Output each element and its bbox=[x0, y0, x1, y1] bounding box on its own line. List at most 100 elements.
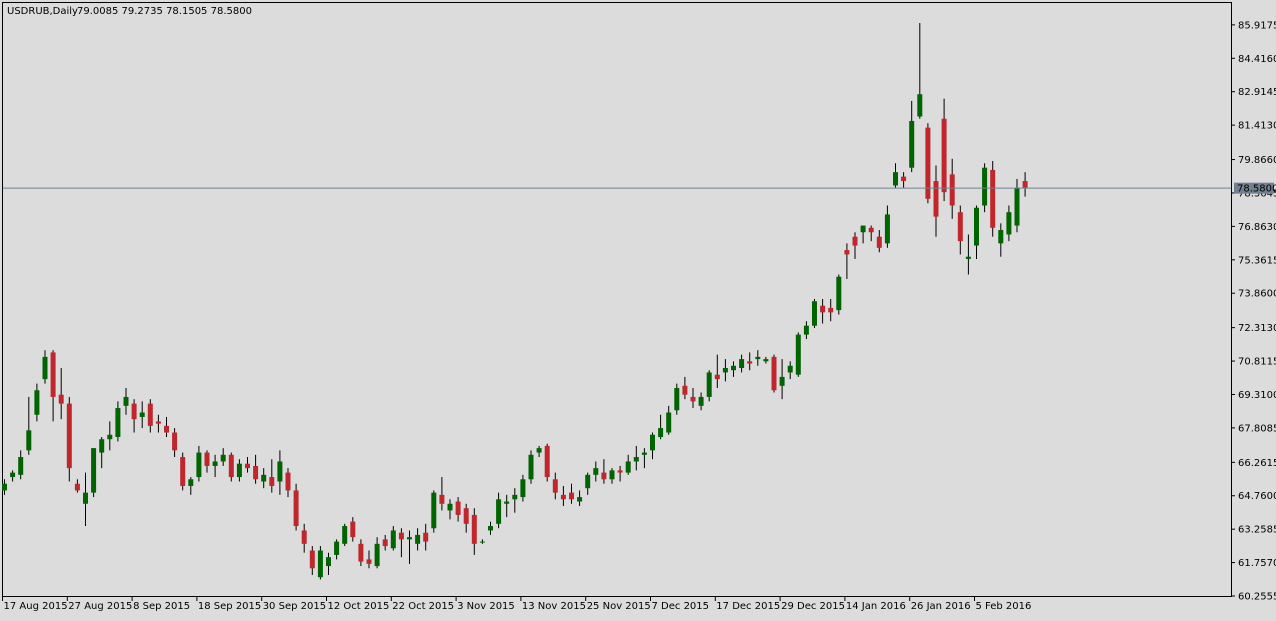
bear-candle-body bbox=[544, 445, 550, 478]
candle bbox=[714, 354, 720, 389]
current-price-label: 78.5800 bbox=[1237, 184, 1276, 195]
bear-candle-body bbox=[131, 403, 137, 420]
candle bbox=[488, 521, 493, 535]
candle bbox=[601, 459, 607, 484]
candle bbox=[674, 383, 680, 415]
candle bbox=[228, 452, 234, 482]
bear-candle-body bbox=[682, 385, 688, 395]
bear-candle-body bbox=[949, 174, 955, 206]
candle bbox=[139, 401, 145, 429]
candle bbox=[560, 485, 566, 506]
y-tick-label: 76.8630 bbox=[1238, 222, 1276, 233]
bear-candle-body bbox=[155, 421, 161, 424]
y-tick-label: 81.4130 bbox=[1238, 121, 1276, 132]
bear-candle-body bbox=[876, 236, 882, 248]
bear-candle-body bbox=[309, 550, 315, 569]
candle bbox=[309, 546, 315, 575]
candle bbox=[1006, 205, 1012, 242]
candle bbox=[803, 321, 809, 340]
bull-candle-body bbox=[1006, 212, 1012, 235]
candle bbox=[917, 23, 923, 119]
bear-candle-body bbox=[868, 227, 874, 233]
candle bbox=[50, 350, 56, 422]
candle bbox=[366, 550, 372, 569]
candle bbox=[147, 399, 153, 433]
bear-candle-body bbox=[925, 127, 931, 199]
bull-candle-body bbox=[625, 461, 631, 473]
y-tick-label: 70.8115 bbox=[1238, 357, 1276, 368]
candle bbox=[609, 468, 615, 484]
candle bbox=[34, 383, 40, 422]
bear-candle-body bbox=[350, 521, 356, 538]
bull-candle-body bbox=[698, 396, 704, 406]
candle bbox=[1022, 172, 1028, 197]
bear-candle-body bbox=[228, 454, 234, 478]
bull-candle-body bbox=[123, 396, 129, 406]
bear-candle-body bbox=[147, 403, 153, 426]
bull-candle-body bbox=[91, 448, 97, 493]
candle bbox=[617, 465, 623, 482]
bull-candle-body bbox=[633, 457, 639, 462]
bull-candle-body bbox=[415, 534, 421, 544]
bear-candle-body bbox=[439, 494, 445, 504]
plot-area[interactable] bbox=[2, 2, 1232, 597]
bull-candle-body bbox=[18, 457, 24, 475]
x-tick-label: 18 Sep 2015 bbox=[198, 601, 261, 612]
candle bbox=[641, 448, 647, 469]
bear-candle-body bbox=[172, 432, 178, 451]
y-tick-label: 67.8085 bbox=[1238, 423, 1276, 434]
candle bbox=[698, 392, 704, 411]
candle bbox=[666, 405, 672, 435]
candle bbox=[876, 230, 882, 253]
candle bbox=[893, 163, 898, 188]
candle bbox=[504, 494, 510, 518]
bear-candle-body bbox=[285, 472, 291, 491]
bull-candle-body bbox=[261, 474, 267, 482]
candle bbox=[261, 468, 267, 489]
bull-candle-body bbox=[520, 479, 526, 498]
candle bbox=[26, 396, 32, 455]
candle bbox=[787, 361, 793, 380]
candle bbox=[188, 477, 194, 495]
bull-candle-body bbox=[577, 497, 583, 502]
price-axis: 85.9175 84.4160 82.9145 81.4130 79.8660 78.36… bbox=[1231, 20, 1276, 603]
x-tick-label: 22 Oct 2015 bbox=[392, 601, 454, 612]
candle bbox=[860, 225, 866, 244]
candle bbox=[66, 396, 72, 482]
candle bbox=[83, 472, 88, 527]
bear-candle-body bbox=[180, 457, 186, 486]
candle bbox=[398, 528, 404, 558]
candle bbox=[998, 223, 1004, 257]
bull-candle-body bbox=[342, 526, 348, 544]
bull-candle-body bbox=[763, 359, 769, 362]
candle bbox=[431, 490, 437, 533]
bull-candle-body bbox=[731, 365, 736, 371]
candle bbox=[374, 537, 380, 569]
bull-candle-body bbox=[479, 541, 485, 543]
candle bbox=[755, 350, 761, 366]
bull-candle-body bbox=[26, 430, 32, 451]
x-tick-label: 17 Aug 2015 bbox=[4, 601, 68, 612]
bear-candle-body bbox=[552, 479, 558, 493]
candle bbox=[74, 479, 80, 493]
bull-candle-body bbox=[115, 408, 121, 437]
bull-candle-body bbox=[236, 463, 242, 478]
bull-candle-body bbox=[99, 439, 105, 453]
candle bbox=[528, 450, 534, 484]
candle bbox=[722, 359, 728, 382]
y-tick-label: 85.9175 bbox=[1238, 20, 1276, 31]
candle bbox=[577, 490, 583, 506]
bull-candle-body bbox=[836, 276, 842, 311]
bull-candle-body bbox=[893, 172, 898, 186]
candle bbox=[439, 477, 445, 511]
bear-candle-body bbox=[901, 176, 907, 182]
candle bbox=[828, 299, 834, 322]
bear-candle-body bbox=[828, 307, 834, 313]
candle bbox=[990, 161, 996, 237]
candle bbox=[99, 436, 105, 469]
bull-candle-body bbox=[390, 530, 396, 549]
bull-candle-body bbox=[277, 461, 283, 482]
bull-candle-body bbox=[998, 230, 1004, 244]
bear-candle-body bbox=[957, 212, 963, 242]
